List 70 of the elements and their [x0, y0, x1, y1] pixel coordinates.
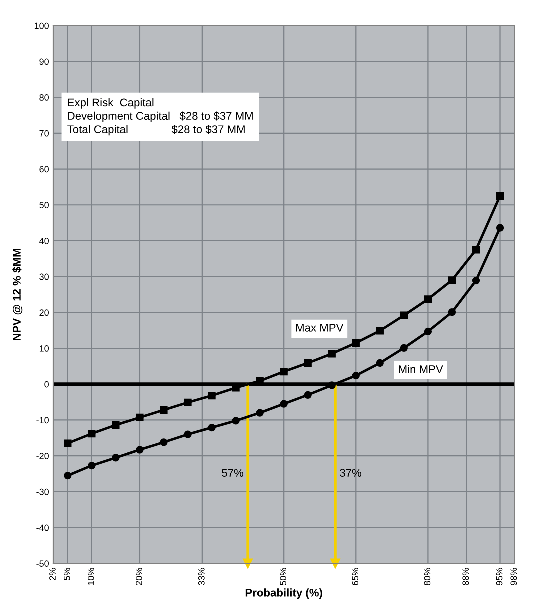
y-tick-label: 60 [40, 166, 49, 173]
point [328, 382, 336, 390]
point [88, 430, 96, 438]
point [160, 406, 168, 414]
y-tick-label: 50 [40, 202, 49, 208]
x-tick-label: 10% [88, 568, 94, 586]
point [448, 276, 456, 284]
y-axis-title: NPV @ 12 % $MM [12, 249, 23, 340]
y-tick-label: 10 [40, 346, 49, 352]
point [376, 359, 384, 368]
point [136, 446, 144, 454]
x-tick-label: 88% [462, 568, 470, 586]
y-tick-label: -20 [36, 453, 49, 460]
point [304, 391, 312, 399]
point [472, 246, 480, 254]
x-tick-label: 20% [136, 568, 142, 586]
point [424, 296, 432, 304]
y-tick-label: -30 [36, 488, 49, 496]
point [472, 276, 480, 285]
x-tick-label: 80% [424, 568, 431, 586]
y-tick-label: 40 [40, 238, 49, 244]
point [352, 339, 360, 347]
x-axis-title: Probability (%) [246, 588, 322, 600]
annotation: 37% [340, 469, 362, 477]
x-tick-label: 98% [510, 568, 518, 586]
point [304, 359, 312, 368]
point [256, 409, 264, 417]
annotation: Expl Risk Capital Development Capital $28 to $37 MM Total Capital $28 to $37 MM [68, 98, 253, 136]
y-tick-label: 0 [44, 381, 49, 388]
point [400, 312, 408, 320]
y-tick-label: 90 [40, 58, 49, 66]
point [400, 344, 408, 352]
point [496, 224, 504, 232]
x-tick-label: 65% [352, 568, 359, 586]
point [376, 327, 384, 335]
point [328, 350, 336, 358]
y-tick-label: 100 [34, 22, 49, 30]
y-tick-label: 20 [40, 310, 49, 316]
point [352, 372, 360, 380]
x-tick-label: 95% [496, 568, 503, 586]
point [448, 308, 456, 316]
point [160, 438, 168, 446]
point [112, 454, 120, 462]
point [424, 328, 432, 336]
point [184, 430, 192, 438]
point [64, 472, 72, 480]
point [136, 414, 144, 422]
point [112, 421, 120, 430]
y-tick-label: 80 [40, 94, 49, 101]
point [208, 392, 216, 400]
x-tick-label: 2% [50, 568, 56, 580]
point [64, 440, 72, 448]
point [496, 192, 504, 200]
point [280, 400, 288, 408]
point [232, 417, 240, 425]
x-tick-label: 50% [280, 568, 287, 586]
point [280, 368, 288, 376]
series-label: Max MPV [296, 324, 344, 332]
y-tick-label: -40 [36, 524, 49, 532]
point [88, 462, 96, 470]
y-tick-label: -10 [36, 417, 49, 424]
y-tick-label: 30 [40, 274, 49, 280]
x-tick-label: 5% [64, 568, 70, 580]
point [184, 398, 192, 406]
series-label: Min MPV [399, 365, 444, 374]
y-tick-label: 70 [40, 130, 49, 137]
x-tick-label: 33% [198, 568, 205, 586]
y-tick-label: -50 [36, 560, 49, 567]
point [208, 424, 216, 432]
annotation: 57% [222, 469, 244, 477]
